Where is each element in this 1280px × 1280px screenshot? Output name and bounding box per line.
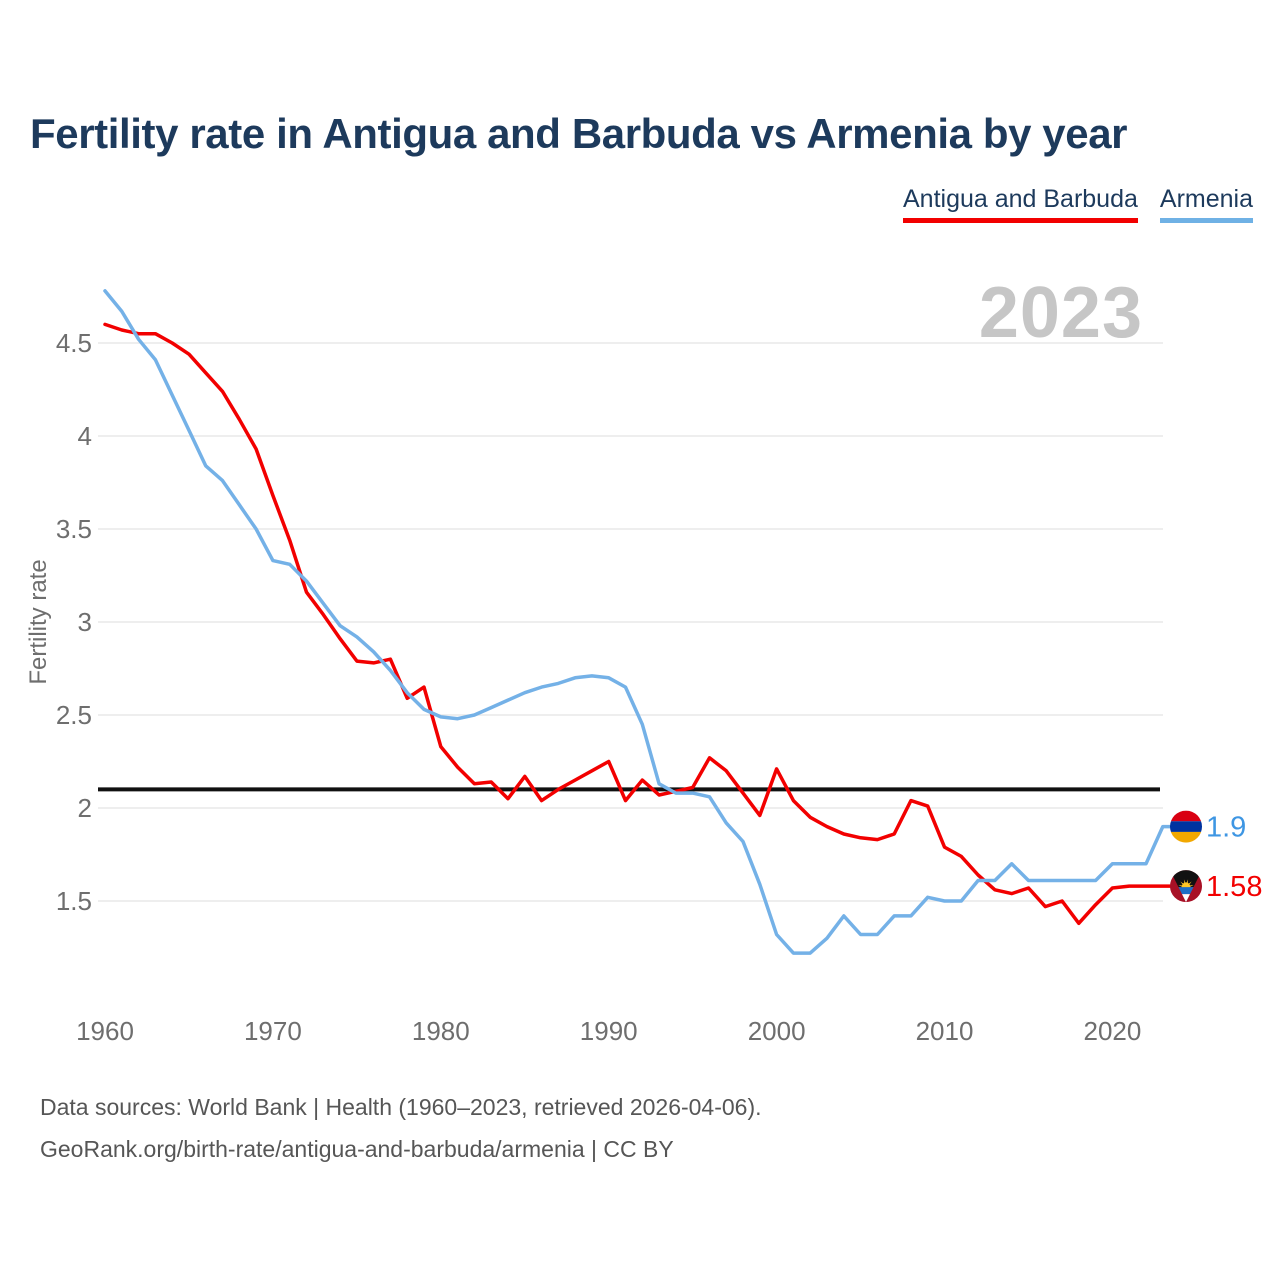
x-tick-label: 1960 <box>76 1016 134 1046</box>
antigua-end-value-label: 1.58 <box>1206 871 1262 903</box>
footer-attribution: GeoRank.org/birth-rate/antigua-and-barbu… <box>40 1136 674 1162</box>
chart-gridlines <box>98 342 1163 902</box>
footer-data-sources: Data sources: World Bank | Health (1960–… <box>40 1094 762 1120</box>
x-tick-label: 2010 <box>916 1016 974 1046</box>
x-axis-tick-labels: 1960 1970 1980 1990 2000 2010 2020 <box>76 1016 1141 1046</box>
legend: Antigua and Barbuda Armenia <box>902 187 1253 223</box>
page-title: Fertility rate in Antigua and Barbuda vs… <box>30 110 1128 157</box>
y-axis-title: Fertility rate <box>25 559 52 684</box>
y-tick-label: 3.5 <box>56 514 92 544</box>
x-tick-label: 1990 <box>580 1016 638 1046</box>
x-tick-label: 2020 <box>1084 1016 1142 1046</box>
y-tick-label: 2.5 <box>56 700 92 730</box>
legend-item-armenia[interactable]: Armenia <box>1159 187 1253 223</box>
fertility-line-chart: 4.5 4 3.5 3 2.5 2 1.5 2023 1960 1970 1980 1990 2000 2… <box>25 273 1262 1046</box>
x-tick-label: 1970 <box>244 1016 302 1046</box>
y-tick-label: 4 <box>78 421 92 451</box>
footer: Data sources: World Bank | Health (1960–… <box>40 1086 762 1170</box>
watermark-year: 2023 <box>979 273 1143 353</box>
y-tick-label: 2 <box>78 793 92 823</box>
legend-item-antigua-and-barbuda[interactable]: Antigua and Barbuda <box>902 187 1138 223</box>
y-axis-tick-labels: 4.5 4 3.5 3 2.5 2 1.5 <box>56 328 92 916</box>
armenia-flag-icon <box>1170 810 1202 843</box>
antigua-and-barbuda-flag-icon <box>1170 870 1202 903</box>
y-tick-label: 4.5 <box>56 328 92 358</box>
armenia-end-value-label: 1.9 <box>1206 812 1246 844</box>
x-tick-label: 2000 <box>748 1016 806 1046</box>
series-line-antigua-and-barbuda <box>103 322 1172 926</box>
x-tick-label: 1980 <box>412 1016 470 1046</box>
y-tick-label: 3 <box>78 607 92 637</box>
series-line-armenia <box>103 289 1172 955</box>
y-tick-label: 1.5 <box>56 886 92 916</box>
